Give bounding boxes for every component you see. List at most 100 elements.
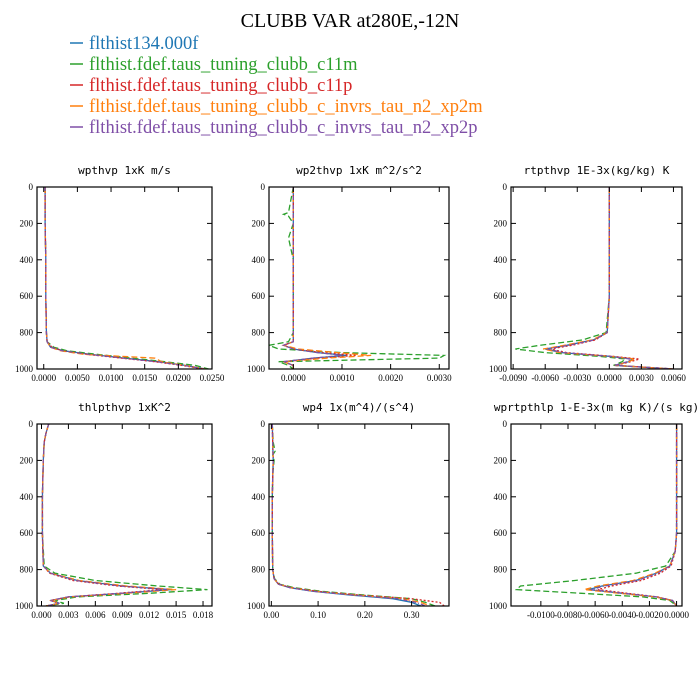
series-line — [281, 187, 372, 369]
y-tick-label: 1000 — [15, 601, 34, 611]
chart-panel: wprtpthlp 1-E-3x(m kg K)/(s kg) 0 200 400 60… — [489, 401, 699, 620]
y-tick-label: 1000 — [15, 364, 34, 374]
legend-label: flthist.fdef.taus_tuning_clubb_c11m — [89, 55, 358, 75]
y-tick-label: 200 — [252, 455, 266, 465]
x-tick-label: -0.0030 — [563, 373, 591, 383]
y-tick-label: 200 — [494, 218, 508, 228]
y-tick-label: 800 — [20, 328, 34, 338]
legend: flthist134.000fflthist.fdef.taus_tuning_… — [70, 34, 483, 138]
y-tick-label: 200 — [494, 455, 508, 465]
series-line — [271, 424, 445, 606]
chart-panel: wp2thvp 1xK m^2/s^2 0 200 400 600 800 1000 0.00… — [247, 164, 452, 383]
x-tick-label: 0.0020 — [378, 373, 403, 383]
y-tick-label: 600 — [252, 528, 266, 538]
series-line — [271, 424, 422, 606]
y-tick-label: 0 — [503, 182, 508, 192]
series-line — [515, 187, 674, 369]
y-tick-label: 800 — [20, 565, 34, 575]
panel-title: wpthvp 1xK m/s — [78, 164, 171, 177]
x-tick-label: 0.006 — [85, 610, 106, 620]
series-line — [588, 424, 678, 606]
series-line — [597, 424, 678, 606]
series-line — [41, 424, 172, 606]
x-tick-label: 0.0000 — [664, 610, 689, 620]
y-tick-label: 800 — [494, 565, 508, 575]
panel-frame — [268, 186, 450, 370]
legend-label: flthist.fdef.taus_tuning_clubb_c11p — [89, 76, 352, 96]
y-tick-label: 0 — [261, 182, 266, 192]
y-tick-label: 600 — [20, 528, 34, 538]
legend-label: flthist134.000f — [89, 34, 199, 54]
y-tick-label: 800 — [494, 328, 508, 338]
panel-title: wprtpthlp 1-E-3x(m kg K)/(s kg) — [494, 401, 699, 414]
series-line — [281, 187, 343, 369]
panel-title: wp4 1x(m^4)/(s^4) — [303, 401, 416, 414]
series-line — [44, 187, 205, 369]
x-tick-label: -0.0060 — [581, 610, 609, 620]
legend-label: flthist.fdef.taus_tuning_clubb_c_invrs_t… — [89, 118, 477, 138]
x-tick-label: 0.0000 — [597, 373, 622, 383]
series-line — [41, 424, 168, 606]
x-tick-label: -0.0060 — [531, 373, 559, 383]
x-tick-label: 0.003 — [58, 610, 79, 620]
y-tick-label: 200 — [20, 218, 34, 228]
panel-title: thlpthvp 1xK^2 — [78, 401, 171, 414]
x-tick-label: -0.0020 — [636, 610, 664, 620]
y-tick-label: 400 — [252, 255, 266, 265]
series-line — [271, 424, 431, 606]
y-tick-label: 400 — [252, 492, 266, 502]
y-tick-label: 200 — [252, 218, 266, 228]
series-line — [590, 424, 678, 606]
x-tick-label: 0.0200 — [166, 373, 191, 383]
x-tick-label: -0.0080 — [554, 610, 582, 620]
figure-title: CLUBB VAR at280E,-12N — [241, 10, 460, 32]
series-line — [514, 424, 678, 606]
y-tick-label: 400 — [20, 492, 34, 502]
x-tick-label: 0.20 — [357, 610, 373, 620]
y-tick-label: 1000 — [489, 364, 508, 374]
y-tick-label: 800 — [252, 328, 266, 338]
y-tick-label: 600 — [494, 528, 508, 538]
series-line — [44, 187, 205, 369]
y-tick-label: 0 — [503, 419, 508, 429]
x-tick-label: 0.0150 — [132, 373, 157, 383]
y-tick-label: 0 — [29, 419, 34, 429]
panel-frame — [510, 186, 683, 370]
series-line — [44, 187, 206, 369]
x-tick-label: 0.30 — [404, 610, 420, 620]
x-tick-label: -0.0100 — [527, 610, 555, 620]
series-line — [547, 187, 674, 369]
chart-panel: rtpthvp 1E-3x(kg/kg) K02004006008001000-… — [489, 164, 686, 383]
y-tick-label: 600 — [494, 291, 508, 301]
panel-frame — [36, 186, 213, 370]
series-line — [41, 424, 177, 606]
y-tick-label: 600 — [252, 291, 266, 301]
series-line — [584, 424, 678, 606]
legend-label: flthist.fdef.taus_tuning_clubb_c_invrs_t… — [89, 97, 483, 117]
x-tick-label: 0.0000 — [31, 373, 56, 383]
x-tick-label: -0.0090 — [499, 373, 527, 383]
x-tick-label: 0.009 — [112, 610, 133, 620]
series-line — [269, 187, 447, 369]
x-tick-label: 0.012 — [139, 610, 159, 620]
series-line — [271, 424, 426, 606]
x-tick-label: 0.0000 — [281, 373, 306, 383]
x-tick-label: 0.018 — [193, 610, 214, 620]
x-tick-label: 0.0100 — [99, 373, 124, 383]
series-line — [41, 424, 208, 606]
x-tick-label: 0.000 — [31, 610, 52, 620]
y-tick-label: 1000 — [247, 601, 266, 611]
series-line — [44, 187, 209, 369]
y-tick-label: 0 — [261, 419, 266, 429]
y-tick-label: 1000 — [489, 601, 508, 611]
y-tick-label: 400 — [494, 492, 508, 502]
series-line — [41, 424, 163, 606]
x-tick-label: 0.0010 — [330, 373, 355, 383]
panel-frame — [36, 423, 213, 607]
y-tick-label: 600 — [20, 291, 34, 301]
